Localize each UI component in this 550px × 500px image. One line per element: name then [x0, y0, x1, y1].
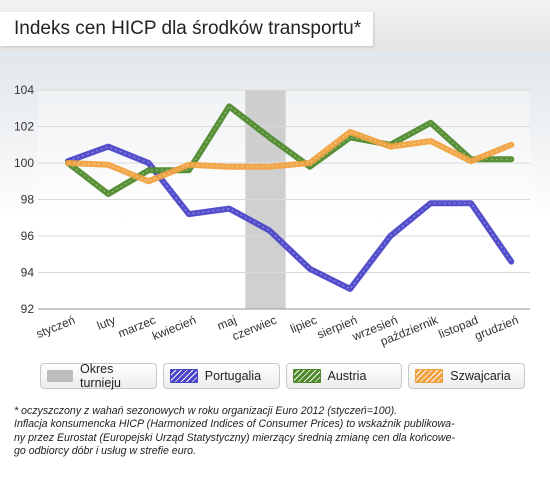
y-tick-label: 94	[21, 266, 35, 280]
x-tick-label: lipiec	[288, 313, 319, 336]
x-tick-label: listopad	[437, 313, 481, 341]
title-bar: Indeks cen HICP dla środków transportu*	[0, 0, 550, 52]
chart-title: Indeks cen HICP dla środków transportu*	[0, 12, 374, 46]
series-line	[65, 129, 515, 185]
x-tick-label: grudzień	[472, 313, 520, 343]
x-tick-label: marzec	[116, 313, 158, 341]
x-tick-label: czerwiec	[230, 313, 279, 343]
legend-label: Okres turnieju	[80, 362, 121, 390]
series-line	[65, 103, 515, 197]
y-tick-label: 102	[14, 120, 34, 134]
x-tick-label: luty	[95, 313, 118, 333]
legend-item-austria: Austria	[285, 363, 403, 389]
x-tick-label: maj	[215, 313, 238, 333]
y-tick-label: 104	[14, 83, 34, 97]
x-tick-label: styczeń	[34, 313, 77, 341]
legend-swatch	[415, 369, 444, 383]
legend-item-switzerland: Szwajcaria	[408, 363, 525, 389]
y-tick-label: 100	[14, 156, 34, 170]
legend-item-portugal: Portugalia	[162, 363, 280, 389]
series-line-texture	[67, 146, 512, 290]
y-tick-label: 92	[21, 302, 35, 316]
x-tick-label: kwiecień	[150, 313, 198, 343]
footnote-line: Inflacja konsumencka HICP (Harmonized In…	[14, 418, 455, 458]
series-line-texture	[67, 131, 512, 182]
footnote-line: * oczyszczony z wahań sezonowych w roku …	[14, 405, 398, 417]
legend-swatch	[47, 370, 73, 382]
legend: Okres turnieju Portugalia Austria Szwajc…	[40, 362, 525, 390]
footnote: * oczyszczony z wahań sezonowych w roku …	[14, 405, 539, 459]
legend-label: Szwajcaria	[450, 369, 511, 383]
line-chart: 92 94 96 98 100 102 104 styczeń lutymarzeckwieci…	[14, 83, 530, 349]
series-line	[65, 143, 515, 292]
legend-item-tournament: Okres turnieju	[40, 362, 157, 390]
legend-label: Portugalia	[204, 369, 262, 383]
legend-swatch	[292, 369, 321, 383]
legend-label: Austria	[327, 369, 367, 383]
legend-swatch	[169, 369, 198, 383]
y-tick-label: 96	[21, 229, 35, 243]
y-tick-label: 98	[21, 193, 35, 207]
